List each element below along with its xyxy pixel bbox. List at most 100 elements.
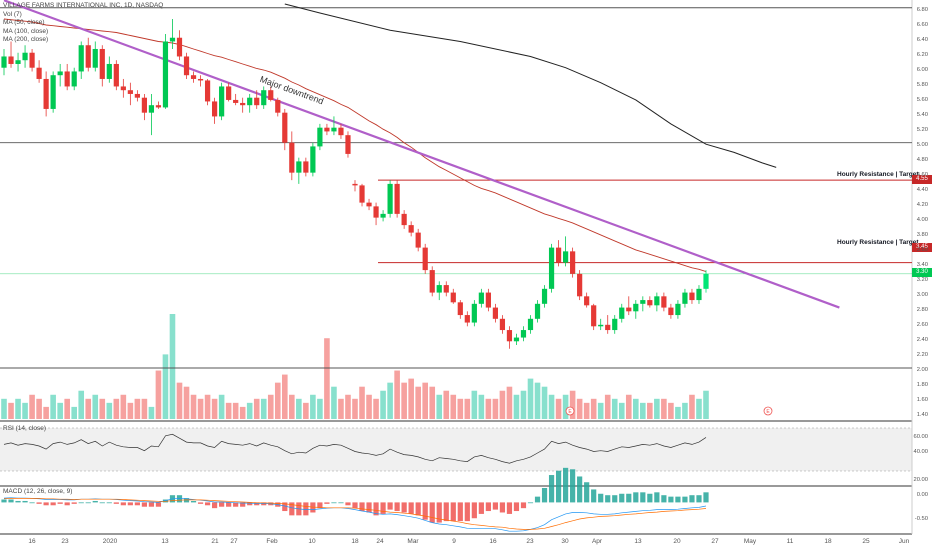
time-tick-label: 20	[673, 538, 681, 545]
volume-bar	[296, 398, 302, 419]
price-tick-label: 4.80	[916, 157, 928, 164]
price-tick-label: 1.40	[916, 412, 928, 419]
macd-histogram-bar	[401, 502, 407, 513]
volume-bar	[415, 386, 421, 419]
time-tick-label: 21	[211, 538, 219, 545]
candle-body	[513, 337, 520, 342]
macd-histogram-bar	[703, 492, 709, 503]
macd-histogram-bar	[282, 502, 288, 512]
candle-body	[141, 97, 147, 113]
macd-histogram-bar	[1, 499, 7, 503]
volume-bar	[345, 394, 351, 419]
macd-histogram-bar	[591, 489, 597, 503]
macd-histogram-bar	[534, 496, 541, 503]
rsi-tick-label: 20.00	[913, 477, 928, 483]
macd-histogram-bar	[22, 500, 28, 503]
time-tick-label: 27	[230, 538, 238, 545]
candle-body	[359, 185, 365, 203]
volume-bar	[78, 390, 85, 419]
macd-histogram-bar	[527, 502, 534, 504]
macd-histogram-bar	[127, 502, 133, 506]
macd-histogram-bar	[352, 502, 358, 509]
volume-bar	[310, 394, 316, 419]
macd-histogram-bar	[338, 502, 344, 504]
macd-histogram-bar	[577, 476, 583, 503]
candle-body	[647, 300, 653, 306]
price-tick-label: 1.80	[916, 382, 928, 389]
candle-body	[394, 183, 400, 214]
volume-bar	[618, 402, 625, 419]
volume-bar	[654, 398, 660, 419]
volume-bar	[225, 402, 232, 419]
macd-histogram-bar	[675, 496, 681, 503]
macd-histogram-bar	[197, 502, 204, 504]
macd-histogram-bar	[71, 502, 77, 504]
volume-bar	[380, 390, 386, 419]
volume-bar	[36, 398, 42, 419]
time-tick-label: 9	[452, 538, 456, 545]
volume-bar	[401, 382, 407, 419]
candle-body	[541, 288, 548, 304]
candle-body	[534, 303, 541, 319]
volume-bar	[1, 398, 7, 419]
volume-bar	[689, 394, 695, 419]
price-tick-label: 4.60	[916, 172, 928, 179]
macd-signal-line	[3, 498, 707, 530]
price-tick-label: 6.00	[916, 67, 928, 74]
candle-body	[612, 318, 618, 331]
candle-body	[303, 161, 309, 173]
candle-body	[471, 303, 477, 323]
price-tick-label: 4.20	[916, 202, 928, 209]
macd-histogram-bar	[226, 502, 232, 507]
macd-tick-label: 0.00	[916, 492, 928, 498]
time-tick-label: 23	[526, 538, 534, 545]
candle-body	[478, 292, 484, 304]
macd-histogram-bar	[422, 502, 428, 520]
resistance-label-1: Hourly Resistance | Target	[837, 171, 919, 178]
volume-bar	[289, 394, 295, 419]
macd-histogram-bar	[555, 470, 562, 503]
volume-bar	[211, 398, 218, 419]
volume-bar	[204, 394, 211, 419]
macd-histogram-bar	[541, 488, 548, 503]
candle-body	[429, 270, 435, 293]
macd-histogram-bar	[485, 502, 491, 512]
macd-histogram-bar	[661, 495, 667, 503]
candle-body	[8, 56, 14, 64]
candle-body	[443, 285, 449, 293]
volume-bar	[176, 382, 183, 419]
volume-bar	[506, 386, 513, 419]
candle-body	[584, 296, 590, 306]
indicator-lines	[1, 433, 709, 532]
macd-histogram-bar	[64, 502, 70, 506]
volume-bar	[485, 398, 492, 419]
macd-histogram-bar	[176, 495, 183, 503]
candle-body	[408, 225, 414, 233]
volume-bars	[1, 314, 709, 419]
price-tick-label: 5.40	[916, 112, 928, 119]
event-marker-icon	[763, 406, 773, 416]
candle-body	[43, 78, 49, 109]
candle-body	[275, 99, 281, 113]
volume-bar	[15, 398, 21, 419]
candle-body	[22, 52, 28, 61]
candle-body	[520, 330, 527, 338]
volume-bar	[85, 398, 92, 419]
volume-bar	[562, 394, 569, 419]
macd-histogram-bar	[148, 502, 155, 507]
candle-body	[626, 307, 632, 312]
macd-histogram-bar	[436, 502, 442, 523]
macd-histogram-bar	[471, 502, 477, 519]
time-tick-label: Apr	[591, 538, 603, 545]
rsi-pane-label: RSI (14, close)	[3, 425, 46, 432]
volume-bar	[633, 398, 639, 419]
macd-histogram-bar	[548, 475, 555, 503]
volume-bar	[324, 338, 330, 419]
volume-bar	[218, 394, 225, 419]
volume-bar	[22, 402, 28, 419]
candle-body	[296, 161, 302, 173]
price-tick-label: 2.00	[916, 367, 928, 374]
volume-bar	[422, 382, 428, 419]
